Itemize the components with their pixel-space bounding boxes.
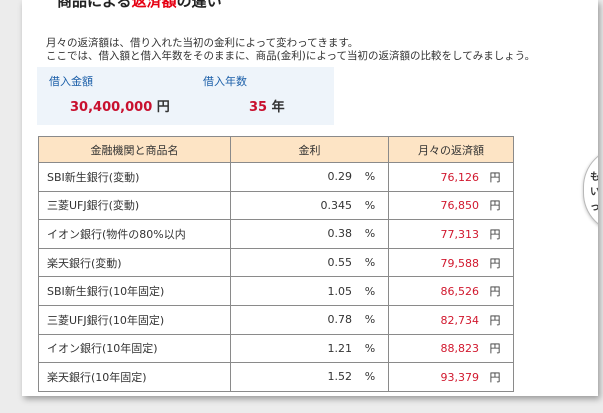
interest-rate-cell: 1.52%: [230, 362, 389, 392]
interest-rate-cell: 1.05%: [230, 276, 389, 306]
loan-conditions-box: 借入金額 借入年数 30,400,000 円 35 年: [37, 67, 334, 125]
bank-product-name: 楽天銀行(10年固定): [38, 362, 231, 392]
bank-product-name: SBI新生銀行(変動): [38, 162, 231, 192]
monthly-payment-value: 86,526: [440, 285, 480, 299]
loan-amount-label: 借入金額: [49, 75, 93, 88]
loan-years-value: 35 年: [249, 96, 285, 115]
intro-text: 月々の返済額は、借り入れた当初の金利によって変わってきます。 ここでは、借入額と…: [46, 37, 535, 63]
interest-rate-value: 0.38: [327, 227, 353, 241]
yen-unit: 円: [489, 285, 501, 299]
interest-rate-value: 0.29: [327, 170, 353, 184]
interest-rate-value: 1.52: [327, 370, 353, 384]
header-bank-product: 金融機関と商品名: [38, 136, 231, 163]
monthly-payment-value: 76,850: [440, 199, 480, 213]
percent-unit: %: [364, 256, 376, 270]
percent-unit: %: [364, 341, 376, 355]
loan-years-label: 借入年数: [203, 75, 247, 88]
percent-unit: %: [364, 170, 376, 184]
interest-rate-value: 1.21: [327, 341, 353, 355]
interest-rate-cell: 0.345%: [230, 190, 389, 221]
interest-rate-cell: 0.29%: [230, 162, 389, 192]
yen-unit: 円: [489, 342, 501, 356]
interest-rate-cell: 1.21%: [230, 333, 389, 364]
monthly-payment-value: 79,588: [440, 256, 480, 270]
interest-rate-value: 1.05: [327, 284, 353, 298]
intro-line-2: ここでは、借入額と借入年数をそのままに、商品(金利)によって当初の返済額の比較を…: [46, 50, 536, 62]
percent-unit: %: [364, 284, 376, 298]
percent-unit: %: [364, 370, 376, 384]
heading-text-2: の違い: [176, 0, 222, 10]
yen-unit: 円: [489, 256, 501, 270]
percent-unit: %: [364, 227, 376, 241]
monthly-payment-value: 88,823: [440, 342, 480, 356]
monthly-payment-value: 77,313: [440, 227, 480, 241]
yen-unit: 円: [489, 199, 501, 213]
table-row: イオン銀行(物件の80%以内 0.38% 77,313 円: [38, 219, 514, 249]
interest-rate-cell: 0.38%: [230, 219, 389, 249]
header-interest-rate: 金利: [230, 136, 389, 163]
section-heading: 商品による返済額の違い: [57, 0, 222, 14]
table-row: 楽天銀行(変動) 0.55% 79,588 円: [38, 247, 514, 278]
loan-amount-unit: 円: [156, 100, 170, 115]
loan-years-unit: 年: [271, 100, 285, 115]
interest-rate-cell: 0.55%: [230, 247, 389, 278]
table-row: 三菱UFJ銀行(10年固定) 0.78% 82,734 円: [38, 304, 514, 335]
monthly-payment-cell: 88,823 円: [388, 333, 514, 364]
table-row: SBI新生銀行(変動) 0.29% 76,126 円: [38, 162, 514, 192]
speech-bubble-text: も いぶ っ: [590, 172, 598, 213]
interest-rate-value: 0.78: [327, 313, 353, 327]
bank-product-name: イオン銀行(物件の80%以内: [38, 219, 231, 249]
yen-unit: 円: [489, 370, 501, 384]
monthly-payment-cell: 77,313 円: [388, 219, 514, 249]
bank-product-name: 三菱UFJ銀行(変動): [38, 190, 231, 221]
intro-line-1: 月々の返済額は、借り入れた当初の金利によって変わってきます。: [46, 37, 359, 49]
speech-bubble: も いぶ っ: [583, 147, 598, 233]
monthly-payment-cell: 76,850 円: [388, 190, 514, 221]
monthly-payment-value: 76,126: [440, 170, 480, 184]
table-header-row: 金融機関と商品名 金利 月々の返済額: [38, 136, 514, 163]
table-row: 楽天銀行(10年固定) 1.52% 93,379 円: [38, 362, 514, 392]
heading-text-red: 返済額: [131, 0, 177, 10]
table-row: SBI新生銀行(10年固定) 1.05% 86,526 円: [38, 276, 514, 306]
bank-product-name: 楽天銀行(変動): [38, 247, 231, 278]
interest-rate-value: 0.55: [327, 256, 353, 270]
header-monthly-payment: 月々の返済額: [388, 136, 514, 163]
bank-product-name: 三菱UFJ銀行(10年固定): [38, 304, 231, 335]
monthly-payment-cell: 86,526 円: [388, 276, 514, 306]
monthly-payment-value: 93,379: [440, 370, 480, 384]
loan-amount-value: 30,400,000 円: [70, 96, 170, 115]
monthly-payment-cell: 93,379 円: [388, 362, 514, 392]
monthly-payment-cell: 79,588 円: [388, 247, 514, 278]
yen-unit: 円: [489, 170, 501, 184]
table-row: 三菱UFJ銀行(変動) 0.345% 76,850 円: [38, 190, 514, 221]
loan-years-number: 35: [249, 100, 268, 115]
heading-text-1: 商品による: [57, 0, 132, 10]
content-panel: 商品による返済額の違い 月々の返済額は、借り入れた当初の金利によって変わってきま…: [22, 0, 598, 396]
bank-product-name: イオン銀行(10年固定): [38, 333, 231, 364]
percent-unit: %: [364, 313, 376, 327]
table-row: イオン銀行(10年固定) 1.21% 88,823 円: [38, 333, 514, 364]
interest-rate-value: 0.345: [320, 198, 353, 212]
yen-unit: 円: [489, 227, 501, 241]
percent-unit: %: [364, 198, 376, 212]
repayment-comparison-table: 金融機関と商品名 金利 月々の返済額 SBI新生銀行(変動) 0.29% 76,…: [38, 136, 514, 392]
monthly-payment-value: 82,734: [440, 313, 480, 327]
monthly-payment-cell: 76,126 円: [388, 162, 514, 192]
interest-rate-cell: 0.78%: [230, 304, 389, 335]
yen-unit: 円: [489, 313, 501, 327]
bank-product-name: SBI新生銀行(10年固定): [38, 276, 231, 306]
monthly-payment-cell: 82,734 円: [388, 304, 514, 335]
loan-amount-number: 30,400,000: [70, 100, 153, 115]
